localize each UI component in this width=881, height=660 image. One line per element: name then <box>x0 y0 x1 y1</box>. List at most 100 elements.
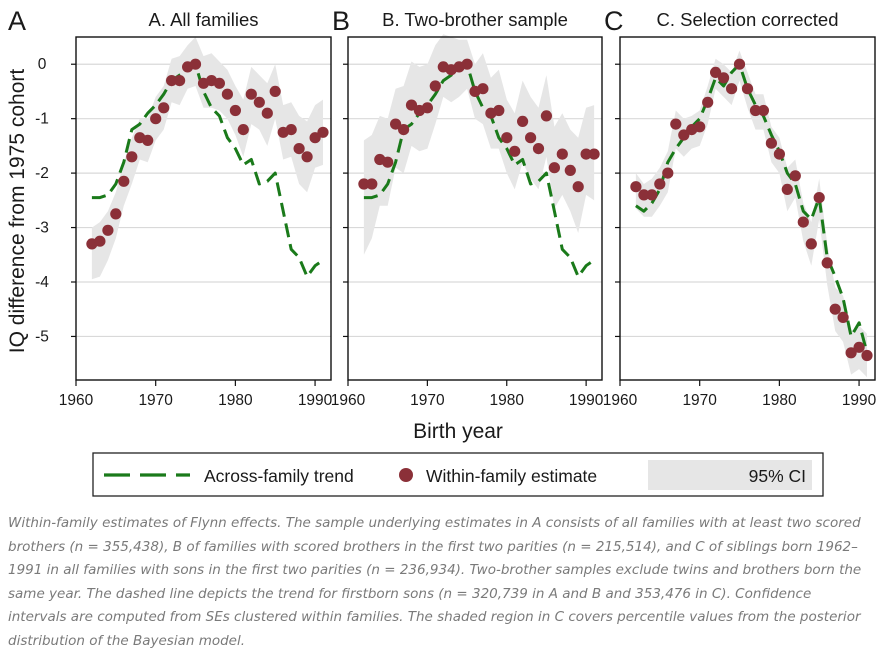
estimate-point <box>781 183 793 195</box>
estimate-point <box>517 115 529 127</box>
estimate-point <box>797 216 809 228</box>
ci-band <box>363 34 595 255</box>
estimate-point <box>237 124 249 136</box>
panel-letter: C <box>604 6 624 36</box>
estimate-point <box>229 104 241 117</box>
estimate-point <box>646 189 658 201</box>
estimate-point <box>580 148 592 160</box>
estimate-point <box>662 167 674 179</box>
estimate-point <box>710 66 722 78</box>
trend-line <box>91 62 324 279</box>
estimate-point <box>94 235 106 247</box>
y-tick-label: -4 <box>35 274 49 291</box>
estimate-point <box>269 85 281 97</box>
estimate-point <box>221 88 233 100</box>
estimate-point <box>813 192 825 204</box>
estimate-point <box>429 80 441 92</box>
estimate-point <box>150 113 162 125</box>
estimate-point <box>317 126 329 138</box>
panel-frame <box>75 36 332 381</box>
estimate-point <box>837 311 849 323</box>
estimate-point <box>548 162 561 174</box>
estimate-point <box>126 151 138 163</box>
panel-letter: A <box>8 6 26 36</box>
estimate-point <box>285 124 297 136</box>
ci-band <box>91 37 324 280</box>
estimate-point <box>398 124 410 136</box>
estimate-point <box>501 132 513 144</box>
estimate-point <box>532 143 545 155</box>
estimate-point <box>366 178 378 190</box>
x-tick-label: 1960 <box>603 392 638 409</box>
trend-line <box>363 62 595 279</box>
legend-estimate-marker <box>399 468 413 482</box>
estimate-point <box>726 83 738 95</box>
estimate-point <box>158 102 170 114</box>
estimate-point <box>110 208 122 220</box>
estimate-point <box>741 83 754 95</box>
estimate-point <box>829 303 841 315</box>
estimate-point <box>670 118 682 130</box>
y-axis-title: IQ difference from 1975 cohort <box>6 69 29 354</box>
x-tick-label: 1990 <box>842 392 877 409</box>
legend-estimate-label: Within-family estimate <box>426 466 597 486</box>
estimate-point <box>821 257 833 269</box>
estimate-point <box>540 110 553 122</box>
estimate-point <box>245 88 257 100</box>
figure-canvas: IQ difference from 1975 cohort Birth yea… <box>6 6 877 497</box>
y-tick-label: -3 <box>35 220 49 237</box>
x-tick-label: 1990 <box>298 392 333 409</box>
estimate-point <box>718 72 730 84</box>
estimate-point <box>405 99 418 111</box>
estimate-point <box>805 238 817 250</box>
legend-trend-label: Across-family trend <box>204 466 354 486</box>
x-tick-label: 1970 <box>682 392 717 409</box>
panel-title: B. Two-brother sample <box>382 9 568 30</box>
y-tick-label: 0 <box>38 56 47 73</box>
x-tick-label: 1980 <box>490 392 525 409</box>
estimate-point <box>189 58 202 70</box>
estimate-point <box>702 96 714 108</box>
estimate-point <box>572 181 584 193</box>
panel-title: C. Selection corrected <box>656 9 838 30</box>
x-axis-title: Birth year <box>413 420 503 443</box>
estimate-point <box>733 58 746 70</box>
panels: 1960 1970 1980 1990 0 -1 -2 -3 -4 -5 A A. All famil… <box>8 6 877 409</box>
estimate-point <box>564 164 576 176</box>
panel-frame <box>347 36 603 381</box>
estimate-point <box>461 58 473 70</box>
y-tick-label: -5 <box>35 328 49 345</box>
panel-b: 1960 1970 1980 1990 B B. Two-brother sample <box>331 6 604 409</box>
estimate-point <box>166 75 178 87</box>
estimate-point <box>142 134 154 146</box>
estimate-point <box>757 104 770 117</box>
estimate-point <box>845 347 857 359</box>
trend-line <box>635 62 869 354</box>
estimate-point <box>630 181 642 193</box>
estimate-point <box>493 104 505 117</box>
estimate-point <box>118 175 130 187</box>
estimate-point <box>301 151 313 163</box>
estimate-point <box>477 83 489 95</box>
y-tick-label: -1 <box>35 111 49 128</box>
x-tick-label: 1970 <box>410 392 445 409</box>
estimate-point <box>861 349 873 362</box>
legend-ci-swatch <box>648 460 812 490</box>
estimate-point <box>638 189 650 201</box>
estimate-point <box>421 102 433 114</box>
estimate-point <box>261 107 273 119</box>
legend: Across-family trend Within-family estima… <box>92 452 824 497</box>
legend-ci-label: 95% CI <box>749 466 806 486</box>
x-tick-label: 1980 <box>218 392 253 409</box>
y-tick-label: -2 <box>35 165 49 182</box>
estimate-point <box>174 75 186 87</box>
estimate-point <box>678 129 690 141</box>
estimate-point <box>853 341 865 353</box>
estimate-point <box>358 178 370 190</box>
estimate-point <box>588 148 600 160</box>
x-tick-label: 1970 <box>138 392 173 409</box>
estimate-point <box>773 148 786 160</box>
estimate-point <box>213 77 225 89</box>
x-tick-label: 1960 <box>331 392 366 409</box>
estimate-point <box>309 132 321 144</box>
